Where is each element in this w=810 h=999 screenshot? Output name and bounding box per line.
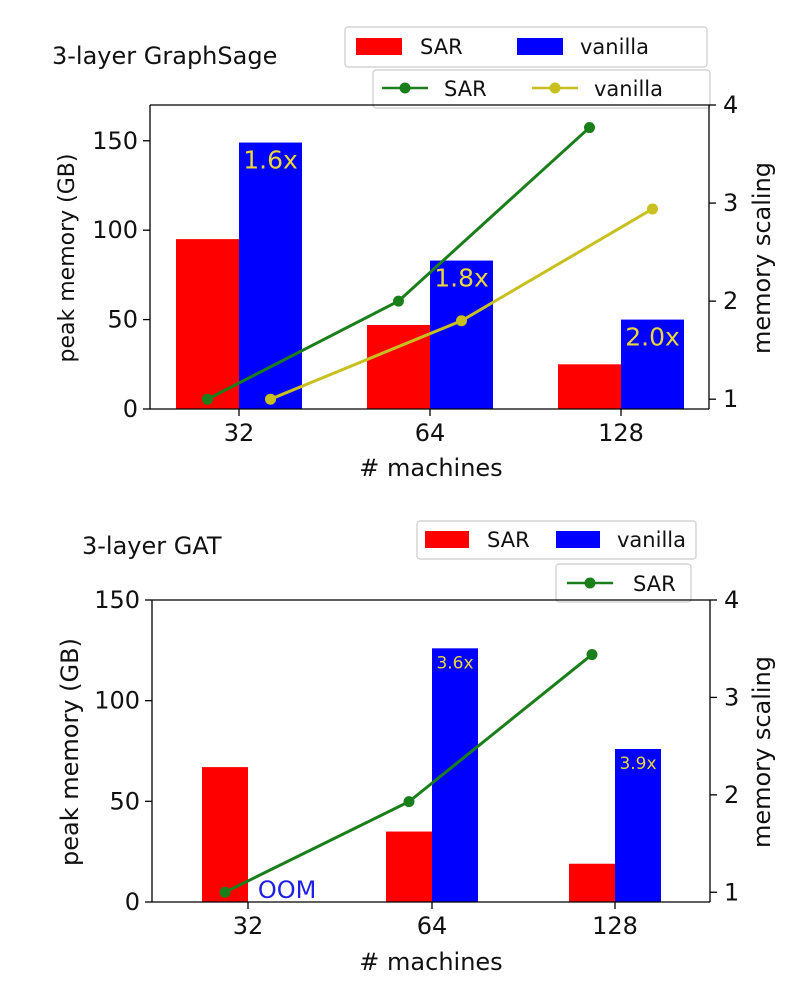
panel-title: 3-layer GraphSage (52, 42, 277, 70)
legend-swatch-sar (425, 531, 469, 548)
y-tick-label-100: 100 (94, 687, 140, 715)
line-point-sar-32 (219, 886, 231, 898)
x-tick-label-64: 64 (417, 912, 448, 940)
legend-label-vanilla: vanilla (580, 35, 649, 59)
y2-tick-label-2: 2 (723, 287, 738, 315)
bar-sar-128 (558, 364, 621, 409)
plot-area: 3.6x 3.9x OOM 32 64 128 0 50 100 150 1 2 3 4 (94, 586, 739, 940)
legend-label-vanilla: vanilla (617, 528, 686, 552)
bar-vanilla-128 (621, 319, 684, 409)
bar-sar-128 (569, 863, 615, 902)
line-point-sar-128 (586, 649, 598, 661)
x-tick-label-64: 64 (415, 419, 446, 447)
panel-title: 3-layer GAT (82, 532, 222, 560)
plot-area: 1.6x 1.8x 2.0x 32 64 128 0 50 100 150 1 2 3 4 (92, 91, 738, 447)
y-tick-label-50: 50 (107, 306, 138, 334)
line-legend: SAR (555, 563, 692, 603)
y2-tick-label-1: 1 (723, 385, 738, 413)
line-legend-frame (555, 563, 692, 603)
y2-tick-label-4: 4 (723, 91, 738, 119)
bar-vanilla-64 (432, 648, 478, 902)
y2-axis-label: memory scaling (748, 656, 776, 848)
legend-line-label-vanilla: vanilla (594, 77, 663, 101)
line-point-sar-32 (202, 393, 213, 405)
legend-label-sar: SAR (420, 35, 463, 59)
bar-annotation-128: 2.0x (625, 323, 680, 352)
legend-swatch-sar (356, 38, 402, 55)
line-point-sar-64 (403, 796, 415, 808)
legend-line-label-sar: SAR (444, 77, 487, 101)
bar-vanilla-32 (239, 142, 302, 409)
y-axis-label: peak memory (GB) (55, 154, 80, 363)
bar-legend: SAR vanilla (416, 520, 697, 560)
y2-tick-label-2: 2 (724, 781, 739, 809)
line-point-vanilla-32 (265, 393, 276, 405)
panel-graphsage: 3-layer GraphSage SAR vanilla SAR vanill… (52, 26, 776, 482)
y-tick-label-150: 150 (92, 127, 138, 155)
line-legend: SAR vanilla (372, 69, 711, 109)
oom-label: OOM (258, 876, 317, 904)
x-tick-label-32: 32 (233, 912, 264, 940)
bar-annotation-64: 1.8x (434, 264, 489, 293)
x-tick-label-128: 128 (592, 912, 638, 940)
y2-tick-label-3: 3 (724, 683, 739, 711)
x-axis-label: # machines (359, 948, 502, 976)
bar-annotation-128: 3.9x (619, 754, 656, 774)
legend-swatch-vanilla (517, 38, 563, 55)
y2-tick-label-1: 1 (724, 878, 739, 906)
legend-marker-sar (399, 82, 411, 94)
bar-vanilla-64 (430, 260, 493, 409)
bar-legend: SAR vanilla (344, 26, 708, 68)
y-tick-label-100: 100 (92, 216, 138, 244)
y2-tick-label-3: 3 (723, 189, 738, 217)
line-point-vanilla-128 (647, 203, 658, 215)
line-point-sar-64 (393, 295, 404, 307)
line-point-sar-128 (584, 122, 595, 134)
bar-sar-32 (202, 767, 248, 902)
bar-sar-64 (386, 831, 432, 902)
legend-swatch-vanilla (556, 531, 600, 548)
legend-marker-vanilla (549, 82, 561, 94)
bar-annotation-64: 3.6x (436, 653, 473, 673)
y-axis-label: peak memory (GB) (56, 638, 84, 866)
line-point-vanilla-64 (456, 315, 467, 327)
legend-marker-sar (584, 577, 596, 589)
x-tick-label-32: 32 (224, 419, 255, 447)
legend-label-sar: SAR (487, 528, 530, 552)
y2-tick-label-4: 4 (724, 586, 739, 614)
y2-axis-label: memory scaling (748, 162, 776, 354)
panel-gat: 3-layer GAT SAR vanilla SAR 3.6x3.9xOOM3… (56, 520, 776, 976)
legend-line-label-sar: SAR (633, 572, 676, 596)
y-tick-label-50: 50 (109, 787, 140, 815)
bar-sar-32 (176, 239, 239, 409)
bar-annotation-32: 1.6x (243, 146, 298, 175)
y-tick-label-150: 150 (94, 586, 140, 614)
bar-vanilla-128 (615, 748, 661, 902)
y-tick-label-0: 0 (123, 395, 138, 423)
y-tick-label-0: 0 (125, 888, 140, 916)
x-axis-label: # machines (359, 454, 502, 482)
x-tick-label-128: 128 (598, 419, 644, 447)
